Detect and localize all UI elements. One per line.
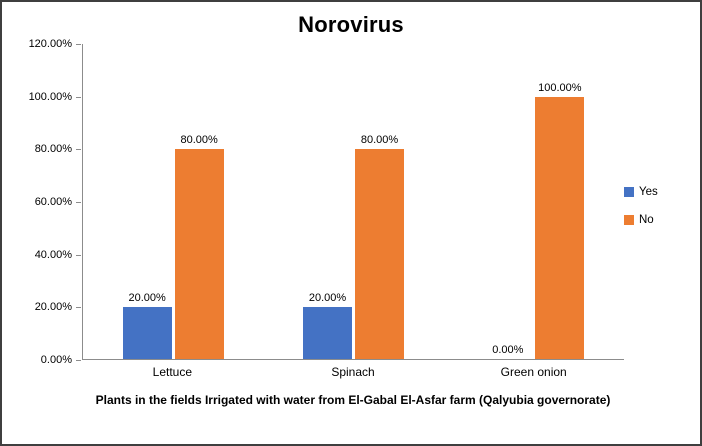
x-category-label: Lettuce (152, 365, 193, 379)
data-label: 80.00% (360, 134, 399, 146)
data-label: 100.00% (538, 81, 582, 94)
y-tick-label: 60.00% (34, 196, 82, 208)
bar-group-green-onion: 0.00% 100.00% (444, 44, 624, 359)
data-label: 80.00% (180, 134, 218, 146)
data-label: 20.00% (128, 291, 166, 304)
y-tick-label: 0.00% (40, 354, 82, 366)
y-tick-label: 100.00% (28, 90, 82, 103)
bar-yes-spinach (302, 306, 352, 359)
bar-yes-lettuce (122, 306, 172, 359)
bar-wrap: 100.00% (535, 44, 585, 359)
bar-wrap: 0.00% (483, 44, 532, 359)
bar-no-spinach (354, 149, 404, 359)
bar-wrap: 20.00% (302, 44, 352, 359)
y-tick-label: 80.00% (34, 143, 82, 156)
legend-item-no: No (624, 214, 690, 226)
legend-label: No (639, 213, 654, 226)
x-axis-title: Plants in the fields Irrigated with wate… (95, 393, 611, 407)
bar-wrap: 20.00% (122, 44, 172, 359)
bar-wrap: 80.00% (174, 44, 224, 359)
bar-no-lettuce (174, 149, 224, 359)
x-category-label: Green onion (500, 365, 567, 379)
legend-item-yes: Yes (624, 186, 690, 198)
x-axis: Lettuce Spinach Green onion (82, 360, 624, 379)
y-tick-label: 20.00% (34, 301, 82, 314)
legend-swatch-icon (624, 214, 634, 225)
bar-group-spinach: 20.00% 80.00% (263, 44, 443, 359)
y-axis-spacer (12, 393, 82, 407)
chart-body: 0.00% 20.00% 40.00% 60.00% 80.00% 100.00% 120.… (12, 38, 690, 407)
legend-swatch-icon (624, 186, 634, 197)
data-label: 0.00% (492, 344, 524, 356)
plot-row: 0.00% 20.00% 40.00% 60.00% 80.00% 100.00% 120.… (12, 38, 624, 366)
legend: Yes No (624, 44, 690, 407)
chart-main: 0.00% 20.00% 40.00% 60.00% 80.00% 100.00% 120.… (12, 38, 624, 407)
plot-area: 20.00% 80.00% 20.00% 80.00% 0.00% 100.00% (82, 44, 624, 360)
bar-group-lettuce: 20.00% 80.00% (83, 44, 263, 359)
legend-label: Yes (639, 185, 658, 198)
bar-no-green-onion (535, 96, 585, 359)
y-tick-label: 40.00% (34, 248, 82, 261)
y-axis: 0.00% 20.00% 40.00% 60.00% 80.00% 100.00% 120.… (12, 38, 82, 366)
x-category-label: Spinach (331, 365, 375, 379)
x-axis-row: Lettuce Spinach Green onion (12, 360, 624, 379)
x-title-row: Plants in the fields Irrigated with wate… (12, 393, 624, 407)
chart-title: Norovirus (298, 12, 404, 37)
bar-wrap: 80.00% (354, 44, 404, 359)
data-label: 20.00% (308, 291, 347, 304)
y-tick-label: 120.00% (28, 38, 82, 50)
